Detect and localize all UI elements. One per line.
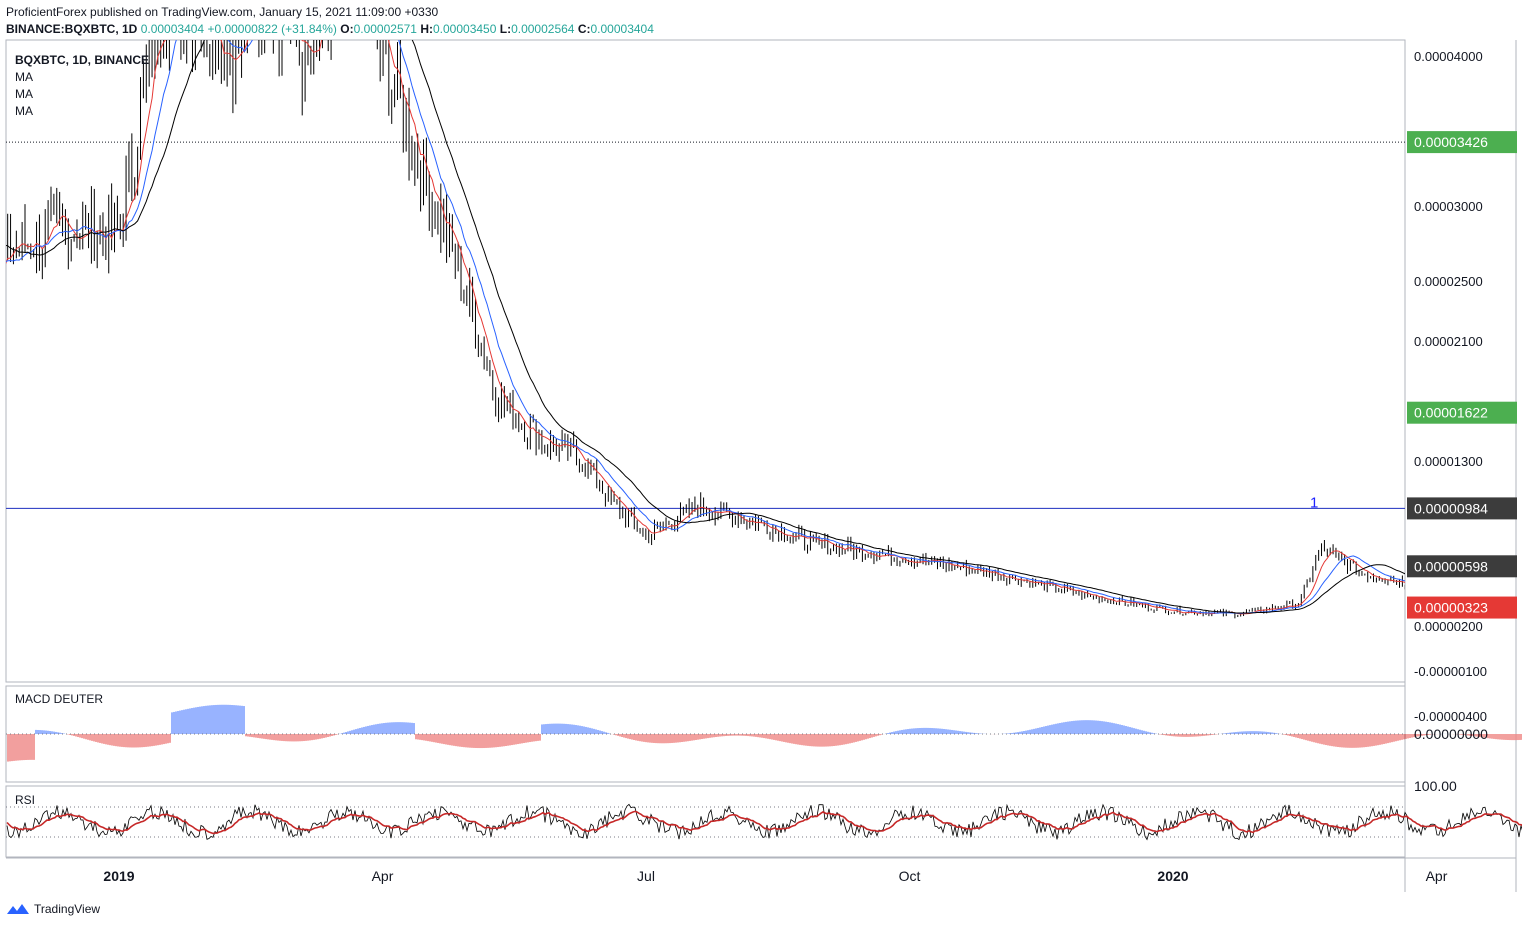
price-axis-tick: -0.00000100	[1414, 664, 1487, 679]
rsi-line[interactable]	[6, 798, 1522, 841]
price-badge[interactable]	[1407, 555, 1517, 578]
tradingview-logo-icon	[7, 904, 29, 914]
price-badge-label: 0.00000323	[1414, 600, 1488, 616]
tradingview-footer[interactable]: TradingView	[6, 902, 100, 916]
price-badge-label: 0.00001622	[1414, 405, 1488, 421]
low-value: 0.00002564	[511, 22, 575, 36]
time-axis-label: Apr	[1426, 868, 1448, 884]
rsi-ma-line[interactable]	[6, 800, 1522, 835]
time-axis-label: Jul	[637, 868, 655, 884]
rsi-axis-label: 100.00	[1414, 778, 1457, 794]
high-value: 0.00003450	[433, 22, 497, 36]
symbol-ohlc-line: BINANCE:BQXBTC, 1D 0.00003404 +0.0000082…	[6, 22, 654, 36]
main-pane-frame	[5, 39, 1406, 683]
publisher-line: ProficientForex published on TradingView…	[6, 5, 439, 19]
main-pane	[0, 0, 1522, 619]
price-axis-tick: 0.00001300	[1414, 454, 1483, 469]
footer-brand: TradingView	[34, 902, 101, 916]
open-value: 0.00002571	[353, 22, 417, 36]
symbol-label: BINANCE:BQXBTC, 1D	[6, 22, 138, 36]
legend-ma-2[interactable]: MA	[15, 87, 33, 101]
rsi-pane-label[interactable]: RSI	[15, 793, 36, 807]
price-change: +0.00000822 (+31.84%)	[207, 22, 337, 36]
wave-label[interactable]: 1	[1310, 495, 1318, 512]
price-badge[interactable]	[1407, 401, 1517, 424]
time-axis-label: Oct	[899, 868, 921, 884]
legend-title[interactable]: BQXBTC, 1D, BINANCE	[15, 53, 150, 67]
ma-slow-line[interactable]	[0, 0, 1522, 614]
price-badge[interactable]	[1407, 497, 1517, 520]
time-axis-label: 2019	[103, 868, 134, 884]
price-axis-tick: 0.00002100	[1414, 334, 1483, 349]
low-key: L:	[499, 22, 512, 36]
time-axis-label: 2020	[1157, 868, 1188, 884]
last-price: 0.00003404	[140, 22, 205, 36]
price-bars	[7, 40, 1405, 619]
price-axis-tick: 0.00000200	[1414, 619, 1483, 634]
time-axis-label: Apr	[372, 868, 394, 884]
macd-axis-label: 0.00000000	[1414, 726, 1488, 742]
high-key: H:	[420, 22, 433, 36]
price-badge[interactable]	[1407, 131, 1517, 154]
macd-pane-label[interactable]: MACD DEUTER	[15, 692, 104, 706]
price-axis-tick: 0.00002500	[1414, 274, 1483, 289]
price-badge-label: 0.00000598	[1414, 558, 1488, 574]
close-value: 0.00003404	[590, 22, 654, 36]
price-badge-label: 0.00003426	[1414, 134, 1488, 150]
open-key: O:	[340, 22, 354, 36]
ma-mid-line[interactable]	[0, 0, 1522, 614]
price-badge-label: 0.00000984	[1414, 500, 1488, 516]
price-badge[interactable]	[1407, 596, 1517, 619]
legend-ma-3[interactable]: MA	[15, 104, 33, 118]
close-key: C:	[577, 22, 591, 36]
price-axis-tick: 0.00004000	[1414, 49, 1483, 64]
ma-fast-line[interactable]	[0, 0, 1522, 615]
legend-ma-1[interactable]: MA	[15, 70, 33, 84]
price-axis-tick: -0.00000400	[1414, 709, 1487, 724]
price-axis-tick: 0.00003000	[1414, 199, 1483, 214]
macd-histogram	[7, 704, 1522, 762]
